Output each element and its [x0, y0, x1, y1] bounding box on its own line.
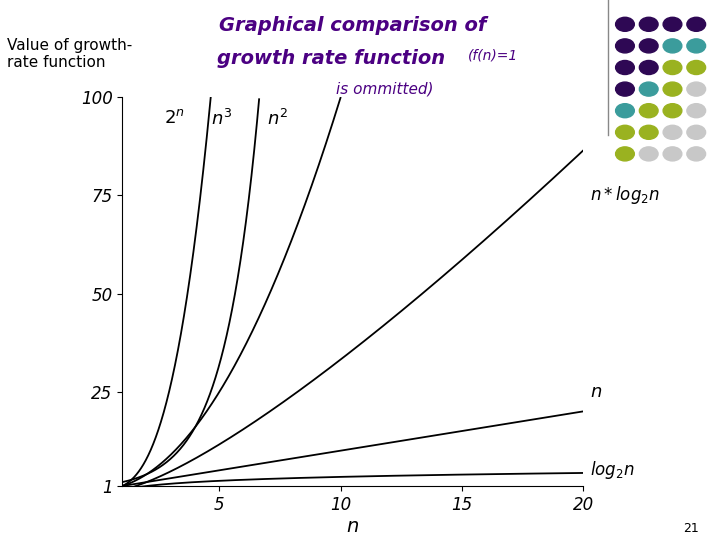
Text: growth rate function: growth rate function: [217, 49, 445, 68]
Text: $n^2$: $n^2$: [267, 109, 288, 129]
Text: $log_2n$: $log_2n$: [590, 458, 635, 481]
Text: Value of growth-
rate function: Value of growth- rate function: [7, 38, 132, 70]
Text: is ommitted): is ommitted): [336, 81, 434, 96]
Text: $2^n$: $2^n$: [164, 109, 185, 127]
Text: 21: 21: [683, 522, 698, 535]
Text: $n^3$: $n^3$: [211, 109, 233, 129]
Text: $n$: $n$: [590, 383, 603, 401]
Text: Graphical comparison of: Graphical comparison of: [219, 16, 487, 35]
Text: $n*log_2n$: $n*log_2n$: [590, 184, 660, 206]
X-axis label: n: n: [346, 516, 359, 536]
Text: (f(n)=1: (f(n)=1: [468, 49, 518, 63]
